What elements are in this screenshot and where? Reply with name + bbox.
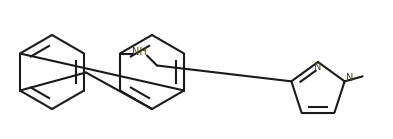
Text: NH: NH — [132, 47, 146, 56]
Text: N: N — [346, 73, 353, 83]
Text: N: N — [314, 62, 322, 72]
